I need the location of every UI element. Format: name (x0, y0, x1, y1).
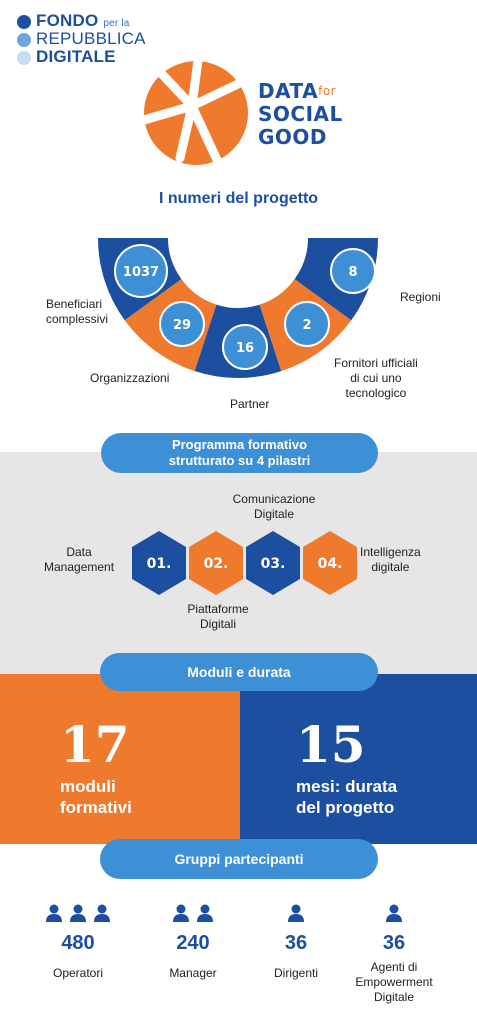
label-partner: Partner (230, 397, 270, 411)
pillar-label-01: Data Management (44, 545, 115, 574)
person-icon (94, 904, 110, 922)
gruppi-pill: Gruppi partecipanti (100, 839, 378, 879)
dfsg-data: DATA (258, 79, 319, 103)
gruppo-value-dirigenti: 36 (284, 932, 308, 954)
pillar-label-02: Piattaforme Digitali (187, 602, 249, 631)
durata-value: 15 (296, 715, 366, 774)
logo-dot-icon (17, 51, 31, 65)
fondo-logo-line1: FONDO (36, 11, 99, 30)
dfsg-for: for (318, 84, 337, 98)
logo-dot-icon (17, 15, 31, 29)
hexagon-04: 04. (303, 531, 357, 595)
gruppo-value-agenti: 36 (382, 932, 406, 954)
gruppo-label-agenti: Agenti di Empowerment Digitale (355, 960, 433, 1004)
stat-29: 29 (173, 318, 191, 333)
person-icon (288, 904, 304, 922)
label-fornitori: Fornitori ufficiali di cui uno tecnologi… (334, 356, 418, 400)
pillar-num-02: 02. (204, 556, 229, 572)
hexagon-02: 02. (189, 531, 243, 595)
label-regioni: Regioni (400, 290, 441, 304)
pillar-num-01: 01. (147, 556, 172, 572)
dfsg-good: GOOD (258, 125, 328, 149)
hexagon-01: 01. (132, 531, 186, 595)
durata-text: mesi: durata del progetto (296, 777, 398, 817)
person-icon (197, 904, 213, 922)
stat-2: 2 (302, 318, 311, 333)
person-icon (70, 904, 86, 922)
person-icon (386, 904, 402, 922)
hexagon-03: 03. (246, 531, 300, 595)
fondo-logo-small: per la (103, 18, 130, 29)
fondo-logo-line3: DIGITALE (36, 47, 116, 66)
logo-dot-icon (17, 33, 31, 47)
gruppo-label-manager: Manager (169, 966, 217, 980)
moduli-text: moduli formativi (60, 777, 132, 817)
fondo-logo-line2: REPUBBLICA (36, 29, 146, 48)
programma-pill: Programma formativo strutturato su 4 pil… (101, 433, 378, 473)
label-beneficiari: Beneficiari complessivi (46, 297, 109, 326)
pillar-num-04: 04. (318, 556, 343, 572)
stat-16: 16 (236, 341, 254, 356)
stat-8: 8 (348, 265, 357, 280)
label-organizzazioni: Organizzazioni (90, 371, 170, 385)
person-icon (173, 904, 189, 922)
moduli-value: 17 (60, 715, 130, 774)
gruppo-value-manager: 240 (176, 932, 210, 954)
stat-1037: 1037 (123, 265, 159, 280)
numbers-title: I numeri del progetto (158, 190, 319, 207)
moduli-left-panel (0, 674, 240, 844)
pillar-label-03: Comunicazione Digitale (232, 492, 316, 521)
numbers-arc: 1037 29 16 2 8 (97, 238, 378, 378)
pillar-label-04: Intelligenza digitale (360, 545, 421, 574)
pillar-num-03: 03. (261, 556, 286, 572)
moduli-pill: Moduli e durata (100, 653, 378, 691)
pillars-hexagons: 01. 02. 03. 04. (132, 531, 357, 595)
gruppo-label-operatori: Operatori (52, 966, 104, 980)
gruppo-label-dirigenti: Dirigenti (273, 966, 318, 980)
gruppo-value-operatori: 480 (61, 932, 95, 954)
orange-ball-icon (140, 58, 248, 167)
person-icon (46, 904, 62, 922)
moduli-right-panel (240, 674, 477, 844)
dfsg-social: SOCIAL (258, 102, 343, 126)
